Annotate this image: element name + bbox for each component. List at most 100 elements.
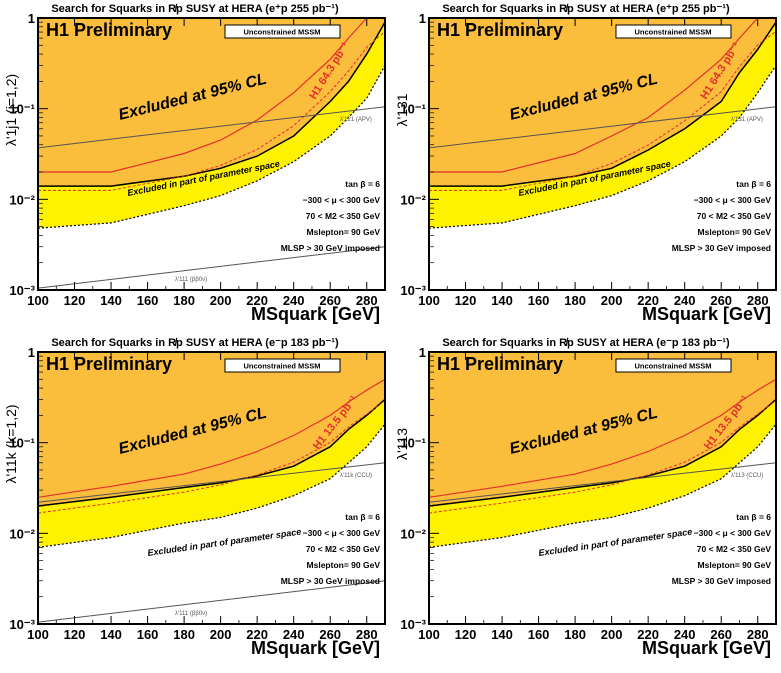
x-tick-label: 120: [64, 627, 86, 642]
chart-title: Search for Squarks in R̸p SUSY at HERA (…: [51, 337, 339, 349]
parameter-text: tan β = 6: [736, 179, 771, 189]
x-tick-label: 100: [27, 627, 49, 642]
chart-title: Search for Squarks in R̸p SUSY at HERA (…: [442, 3, 730, 15]
x-tick-label: 140: [100, 293, 122, 308]
parameter-text: −300 < μ < 300 GeV: [694, 195, 772, 205]
h1-expected-line: [429, 400, 776, 514]
y-tick-label: 1: [28, 11, 35, 26]
x-tick-label: 160: [528, 293, 550, 308]
chart-svg-1: Search for Squarks in R̸p SUSY at HERA (…: [3, 3, 386, 324]
x-tick-label: 100: [418, 293, 440, 308]
weakest-limit-line: [429, 65, 776, 229]
strongest-limit-line: [429, 398, 776, 507]
y-tick-label: 10⁻¹: [9, 436, 35, 451]
x-tick-label: 180: [564, 293, 586, 308]
model-box: [615, 24, 732, 39]
plot-frame: [37, 17, 386, 291]
h1-limit-line: [38, 18, 385, 173]
y-tick-label: 10⁻¹: [9, 102, 35, 117]
indirect-limit-label: λ'11k (CCU): [340, 473, 372, 479]
x-tick-label: 260: [710, 627, 732, 642]
y-axis-label: λ'131: [394, 93, 410, 126]
partial-exclusion-label: Excluded in part of parameter space: [538, 526, 693, 557]
h1-expected-line: [429, 30, 776, 191]
y-tick-label: 10⁻³: [400, 617, 426, 632]
x-tick-label: 120: [455, 293, 477, 308]
h1-limit-line: [38, 378, 385, 498]
parameter-text: tan β = 6: [345, 512, 380, 522]
parameter-text: 70 < M2 < 350 GeV: [697, 211, 772, 221]
x-tick-label: 280: [356, 293, 378, 308]
model-box: [224, 24, 341, 39]
x-tick-label: 180: [173, 293, 195, 308]
x-tick-label: 160: [137, 293, 159, 308]
x-tick-label: 240: [674, 627, 696, 642]
parameter-text: −300 < μ < 300 GeV: [303, 195, 381, 205]
y-axis-label: λ'1j1 (j=1,2): [3, 74, 19, 146]
x-tick-label: 280: [356, 627, 378, 642]
y-tick-label: 10⁻²: [9, 526, 35, 541]
model-box-label: Unconstrained MSSM: [634, 362, 711, 371]
y-tick-label: 1: [28, 345, 35, 360]
x-tick-label: 220: [637, 293, 659, 308]
partial-exclusion-band: [429, 22, 776, 229]
x-tick-label: 140: [491, 293, 513, 308]
x-tick-label: 220: [246, 627, 268, 642]
x-tick-label: 180: [173, 627, 195, 642]
indirect-limit-line: [37, 106, 386, 149]
x-tick-label: 160: [137, 627, 159, 642]
excluded-region: [429, 352, 776, 506]
plot-frame: [428, 351, 777, 625]
x-tick-label: 260: [319, 627, 341, 642]
indirect-limit-label: λ'131 (APV): [731, 117, 763, 123]
x-tick-label: 260: [710, 293, 732, 308]
x-tick-label: 220: [246, 293, 268, 308]
y-tick-label: 10⁻³: [9, 283, 35, 298]
parameter-text: MLSP > 30 GeV imposed: [672, 243, 771, 253]
x-tick-label: 240: [674, 293, 696, 308]
y-tick-label: 1: [419, 345, 426, 360]
partial-exclusion-band: [429, 399, 776, 548]
indirect-limit-line: [428, 106, 777, 149]
x-tick-label: 280: [747, 627, 769, 642]
parameter-text: 70 < M2 < 350 GeV: [306, 211, 381, 221]
parameter-text: Mslepton= 90 GeV: [698, 227, 772, 237]
h1-expected-line: [38, 400, 385, 514]
indirect-limit-label: λ'113 (CCU): [731, 473, 763, 479]
parameter-text: 70 < M2 < 350 GeV: [306, 544, 381, 554]
parameter-text: MLSP > 30 GeV imposed: [672, 576, 771, 586]
strongest-limit-line: [38, 398, 385, 507]
x-axis-label: MSquark [GeV]: [642, 304, 771, 324]
indirect-limit-label: λ'111 (ββ0ν): [175, 611, 207, 617]
parameter-text: Mslepton= 90 GeV: [307, 227, 381, 237]
x-axis-label: MSquark [GeV]: [251, 304, 380, 324]
parameter-text: −300 < μ < 300 GeV: [303, 528, 381, 538]
partial-exclusion-band: [38, 22, 385, 229]
indirect-limit-label: λ'121 (APV): [340, 117, 372, 123]
x-tick-label: 100: [27, 293, 49, 308]
indirect-limit-line: [37, 580, 386, 623]
y-tick-label: 10⁻³: [9, 617, 35, 632]
chart-title: Search for Squarks in R̸p SUSY at HERA (…: [51, 3, 339, 15]
y-tick-label: 10⁻²: [9, 192, 35, 207]
partial-exclusion-band: [38, 399, 385, 548]
chart-panel-2: Search for Squarks in R̸p SUSY at HERA (…: [391, 0, 781, 334]
y-tick-label: 10⁻²: [400, 192, 426, 207]
x-tick-label: 200: [210, 627, 232, 642]
excluded-region: [38, 18, 385, 187]
h1-expected-line: [38, 31, 385, 191]
y-tick-label: 10⁻¹: [400, 436, 426, 451]
plot-frame: [428, 17, 777, 291]
model-box: [615, 358, 732, 373]
chart-svg-2: Search for Squarks in R̸p SUSY at HERA (…: [394, 3, 777, 324]
parameter-text: −300 < μ < 300 GeV: [694, 528, 772, 538]
parameter-text: Mslepton= 90 GeV: [698, 560, 772, 570]
strongest-limit-line: [38, 21, 385, 187]
indirect-limit-label: λ'111 (ββ0ν): [175, 277, 207, 283]
parameter-text: 70 < M2 < 350 GeV: [697, 544, 772, 554]
parameter-text: tan β = 6: [736, 512, 771, 522]
y-axis-label: λ'11k (k=1,2): [3, 404, 19, 483]
h1-limit-line: [429, 18, 776, 173]
model-box-label: Unconstrained MSSM: [243, 362, 320, 371]
x-tick-label: 260: [319, 293, 341, 308]
